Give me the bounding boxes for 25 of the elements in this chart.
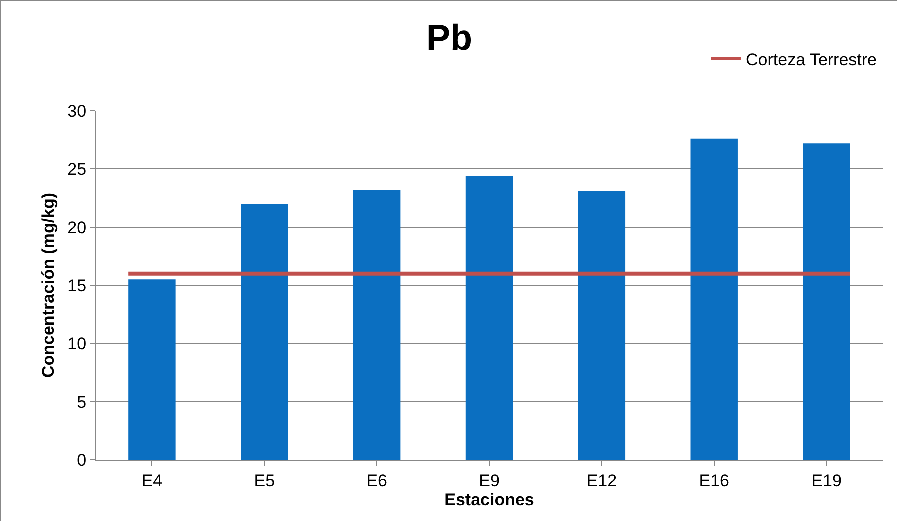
x-tick-label: E6: [366, 471, 388, 490]
y-tick-label: 20: [68, 218, 87, 238]
bar: [466, 176, 514, 460]
bar: [803, 144, 850, 460]
bar: [241, 204, 288, 460]
x-tick-label: E4: [142, 471, 163, 490]
x-tick-label: E19: [812, 471, 842, 490]
chart-title: Pb: [426, 17, 473, 58]
x-axis-title: Estaciones: [444, 490, 534, 510]
x-tick-label: E5: [254, 471, 276, 490]
legend-label: Corteza Terrestre: [746, 50, 878, 70]
x-tick-label: E12: [586, 471, 618, 490]
bar: [128, 280, 176, 460]
x-tick-label: E9: [479, 471, 500, 490]
y-tick-label: 0: [77, 450, 87, 470]
bar: [578, 191, 626, 460]
y-tick-label: 5: [77, 392, 87, 412]
y-tick-label: 30: [68, 102, 87, 121]
bar: [353, 190, 401, 460]
x-tick-label: E16: [699, 471, 730, 490]
y-tick-label: 15: [68, 276, 87, 296]
y-tick-label: 25: [68, 160, 87, 180]
y-tick-label: 10: [68, 334, 87, 354]
y-axis-title: Concentración (mg/kg): [39, 192, 58, 378]
bar: [690, 138, 738, 460]
